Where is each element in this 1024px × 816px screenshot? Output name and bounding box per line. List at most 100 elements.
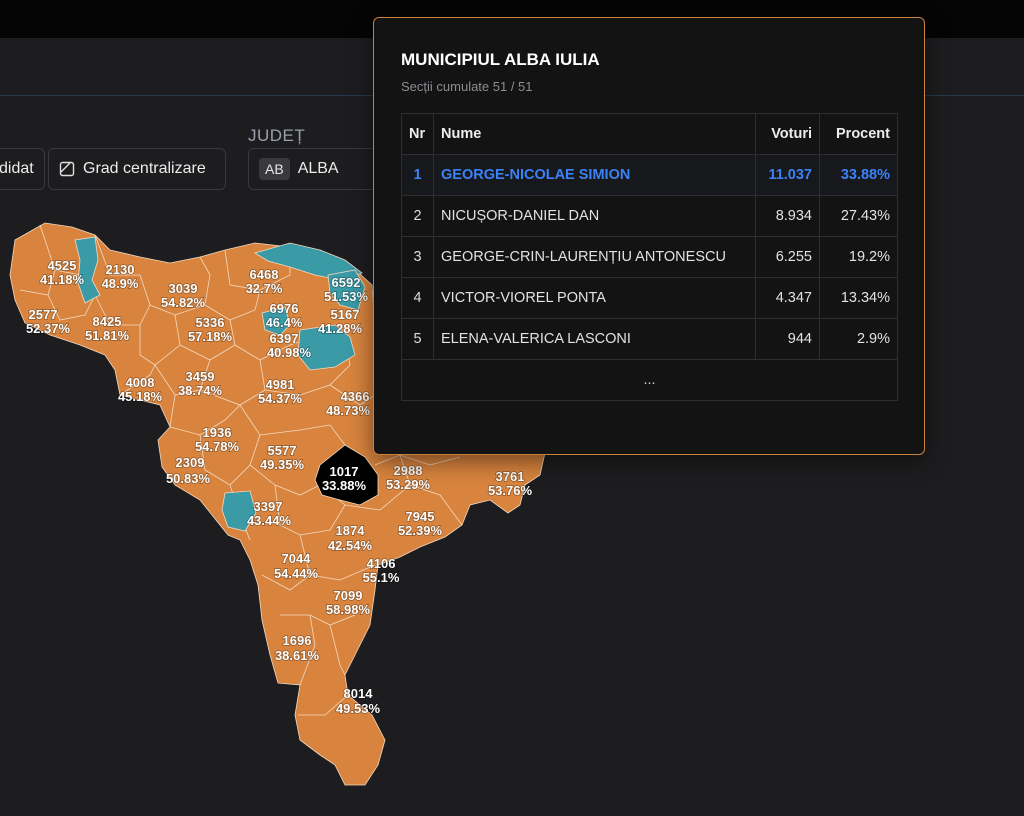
map-label-pct: 48.9% <box>102 276 139 291</box>
row-name: ELENA-VALERICA LASCONI <box>433 318 756 360</box>
row-name: GEORGE-NICOLAE SIMION <box>433 154 756 196</box>
map-label-pct: 49.35% <box>260 457 305 472</box>
row-pct: 27.43% <box>819 195 898 237</box>
map-label-pct: 58.98% <box>326 602 371 617</box>
map-label-votes: 5167 <box>331 307 360 322</box>
map-label-votes: 8425 <box>93 314 122 329</box>
map-label-pct: 32.7% <box>246 281 283 296</box>
map-label-pct: 53.29% <box>386 477 431 492</box>
commune-teal-5[interactable] <box>297 324 356 371</box>
row-votes: 944 <box>755 318 820 360</box>
commune-results-tooltip: MUNICIPIUL ALBA IULIA Secții cumulate 51… <box>373 17 925 455</box>
row-pct: 2.9% <box>819 318 898 360</box>
row-name: NICUȘOR-DANIEL DAN <box>433 195 756 237</box>
map-label-votes: 8014 <box>344 686 374 701</box>
county-name: ALBA <box>297 160 339 177</box>
row-nr: 1 <box>401 154 434 196</box>
table-row: 4 VICTOR-VIOREL PONTA 4.347 13.34% <box>401 277 898 319</box>
row-pct: 19.2% <box>819 236 898 278</box>
map-label-votes: 7945 <box>406 509 435 524</box>
header-pct: Procent <box>819 113 898 155</box>
map-label-votes: 6468 <box>250 267 279 282</box>
grad-centralizare-button[interactable]: Grad centralizare <box>48 148 226 190</box>
county-map[interactable]: 4525 41.18% 2130 48.9% 3039 54.82% 6468 … <box>0 195 560 795</box>
table-row-more: ... <box>401 359 898 401</box>
grad-centralizare-label: Grad centralizare <box>83 160 206 177</box>
map-label-pct: 52.39% <box>398 523 443 538</box>
map-label-pct: 43.44% <box>247 513 292 528</box>
tooltip-title: MUNICIPIUL ALBA IULIA <box>401 50 600 69</box>
header-votes: Voturi <box>755 113 820 155</box>
map-label-pct: 54.44% <box>274 566 319 581</box>
map-label-votes: 2309 <box>176 455 205 470</box>
row-votes: 6.255 <box>755 236 820 278</box>
map-label-votes: 4106 <box>367 556 396 571</box>
table-row: 2 NICUȘOR-DANIEL DAN 8.934 27.43% <box>401 195 898 237</box>
commune-teal-6[interactable] <box>221 490 257 532</box>
map-label-pct: 48.73% <box>326 403 371 418</box>
table-row: 1 GEORGE-NICOLAE SIMION 11.037 33.88% <box>401 154 898 196</box>
map-label-votes: 2988 <box>394 463 423 478</box>
map-label-pct: 55.1% <box>363 570 400 585</box>
row-name: GEORGE-CRIN-LAURENȚIU ANTONESCU <box>433 236 756 278</box>
map-label-pct: 54.37% <box>258 391 303 406</box>
map-label-pct: 51.81% <box>85 328 130 343</box>
map-label-pct: 38.61% <box>275 648 320 663</box>
table-row: 3 GEORGE-CRIN-LAURENȚIU ANTONESCU 6.255 … <box>401 236 898 278</box>
selected-commune-alba-iulia[interactable] <box>314 444 379 506</box>
row-nr: 2 <box>401 195 434 237</box>
map-label-pct: 41.18% <box>40 272 85 287</box>
row-votes: 11.037 <box>755 154 820 196</box>
map-label-votes: 1696 <box>283 633 312 648</box>
map-label-votes: 2130 <box>106 262 135 277</box>
map-label-pct: 49.53% <box>336 701 381 716</box>
map-label-pct: 33.88% <box>322 478 367 493</box>
map-label-votes: 1017 <box>330 464 359 479</box>
map-label-votes: 4981 <box>266 377 295 392</box>
map-label-votes: 1874 <box>336 523 366 538</box>
map-label-votes: 6976 <box>270 301 299 316</box>
map-label-votes: 4366 <box>341 389 370 404</box>
map-label-votes: 4008 <box>126 375 155 390</box>
row-pct: 13.34% <box>819 277 898 319</box>
map-label-pct: 52.37% <box>26 321 71 336</box>
map-label-pct: 54.82% <box>161 295 206 310</box>
map-label-votes: 6397 <box>270 331 299 346</box>
commune-teal-3[interactable] <box>327 269 366 311</box>
row-votes: 4.347 <box>755 277 820 319</box>
map-label-pct: 42.54% <box>328 538 373 553</box>
hatch-square-icon <box>59 161 75 177</box>
row-votes: 8.934 <box>755 195 820 237</box>
map-label-votes: 7044 <box>282 551 312 566</box>
row-nr: 3 <box>401 236 434 278</box>
tooltip-subtitle: Secții cumulate 51 / 51 <box>401 79 533 94</box>
map-label-pct: 54.78% <box>195 439 240 454</box>
map-label-votes: 7099 <box>334 588 363 603</box>
more-rows-ellipsis: ... <box>401 359 898 401</box>
map-label-votes: 4525 <box>48 258 77 273</box>
row-nr: 5 <box>401 318 434 360</box>
map-label-votes: 3397 <box>254 499 283 514</box>
table-header-row: Nr Nume Voturi Procent <box>401 113 898 155</box>
results-table: Nr Nume Voturi Procent 1 GEORGE-NICOLAE … <box>401 113 898 401</box>
map-label-pct: 57.18% <box>188 329 233 344</box>
map-labels: 4525 41.18% 2130 48.9% 3039 54.82% 6468 … <box>25 257 533 717</box>
map-label-votes: 5577 <box>268 443 297 458</box>
map-label-pct: 51.53% <box>324 289 369 304</box>
row-name: VICTOR-VIOREL PONTA <box>433 277 756 319</box>
map-label-pct: 41.28% <box>318 321 363 336</box>
map-label-pct: 53.76% <box>488 483 533 498</box>
judet-label: JUDEȚ <box>248 126 306 145</box>
table-row: 5 ELENA-VALERICA LASCONI 944 2.9% <box>401 318 898 360</box>
candidate-mode-button[interactable]: didat <box>0 148 45 190</box>
commune-teal-1[interactable] <box>74 236 101 304</box>
map-label-votes: 5336 <box>196 315 225 330</box>
county-code-badge: AB <box>259 158 290 180</box>
map-label-votes: 3761 <box>496 469 525 484</box>
map-label-pct: 50.83% <box>166 471 211 486</box>
map-label-pct: 45.18% <box>118 389 163 404</box>
commune-teal-4[interactable] <box>261 306 291 336</box>
map-label-votes: 1936 <box>203 425 232 440</box>
county-map-svg[interactable]: 4525 41.18% 2130 48.9% 3039 54.82% 6468 … <box>0 195 560 795</box>
map-label-pct: 38.74% <box>178 383 223 398</box>
